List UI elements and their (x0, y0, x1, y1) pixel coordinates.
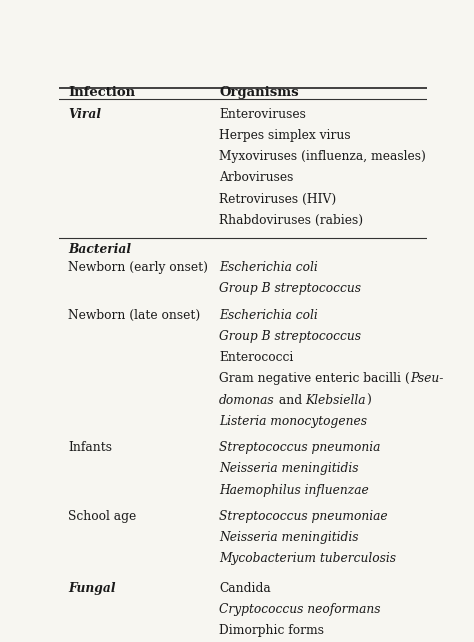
Text: Newborn (late onset): Newborn (late onset) (68, 309, 201, 322)
Text: Pseu-: Pseu- (410, 372, 443, 385)
Text: Escherichia coli: Escherichia coli (219, 261, 318, 274)
Text: Enterococci: Enterococci (219, 351, 293, 364)
Text: Enteroviruses: Enteroviruses (219, 108, 306, 121)
Text: Neisseria meningitidis: Neisseria meningitidis (219, 462, 358, 476)
Text: Arboviruses: Arboviruses (219, 171, 293, 184)
Text: School age: School age (68, 510, 137, 523)
Text: Viral: Viral (68, 108, 101, 121)
Text: domonas: domonas (219, 394, 274, 406)
Text: Dimorphic forms: Dimorphic forms (219, 624, 324, 637)
Text: Candida: Candida (219, 582, 271, 594)
Text: Fungal: Fungal (68, 582, 116, 594)
Text: Infection: Infection (68, 85, 136, 99)
Text: Streptococcus pneumonia: Streptococcus pneumonia (219, 441, 381, 454)
Text: Mycobacterium tuberculosis: Mycobacterium tuberculosis (219, 552, 396, 566)
Text: and: and (274, 394, 306, 406)
Text: Escherichia coli: Escherichia coli (219, 309, 318, 322)
Text: Neisseria meningitidis: Neisseria meningitidis (219, 531, 358, 544)
Text: Group B streptococcus: Group B streptococcus (219, 282, 361, 295)
Text: Retroviruses (HIV): Retroviruses (HIV) (219, 193, 336, 205)
Text: Listeria monocytogenes: Listeria monocytogenes (219, 415, 367, 428)
Text: Haemophilus influenzae: Haemophilus influenzae (219, 483, 369, 497)
Text: Myxoviruses (influenza, measles): Myxoviruses (influenza, measles) (219, 150, 426, 163)
Text: Organisms: Organisms (219, 85, 299, 99)
Text: Klebsiella: Klebsiella (306, 394, 366, 406)
Text: Group B streptococcus: Group B streptococcus (219, 330, 361, 343)
Text: ): ) (366, 394, 371, 406)
Text: Gram negative enteric bacilli (: Gram negative enteric bacilli ( (219, 372, 410, 385)
Text: Infants: Infants (68, 441, 112, 454)
Text: Streptococcus pneumoniae: Streptococcus pneumoniae (219, 510, 388, 523)
Text: Bacterial: Bacterial (68, 243, 131, 256)
Text: Newborn (early onset): Newborn (early onset) (68, 261, 209, 274)
Text: Rhabdoviruses (rabies): Rhabdoviruses (rabies) (219, 214, 363, 227)
Text: Cryptococcus neoformans: Cryptococcus neoformans (219, 603, 381, 616)
Text: Herpes simplex virus: Herpes simplex virus (219, 129, 351, 142)
